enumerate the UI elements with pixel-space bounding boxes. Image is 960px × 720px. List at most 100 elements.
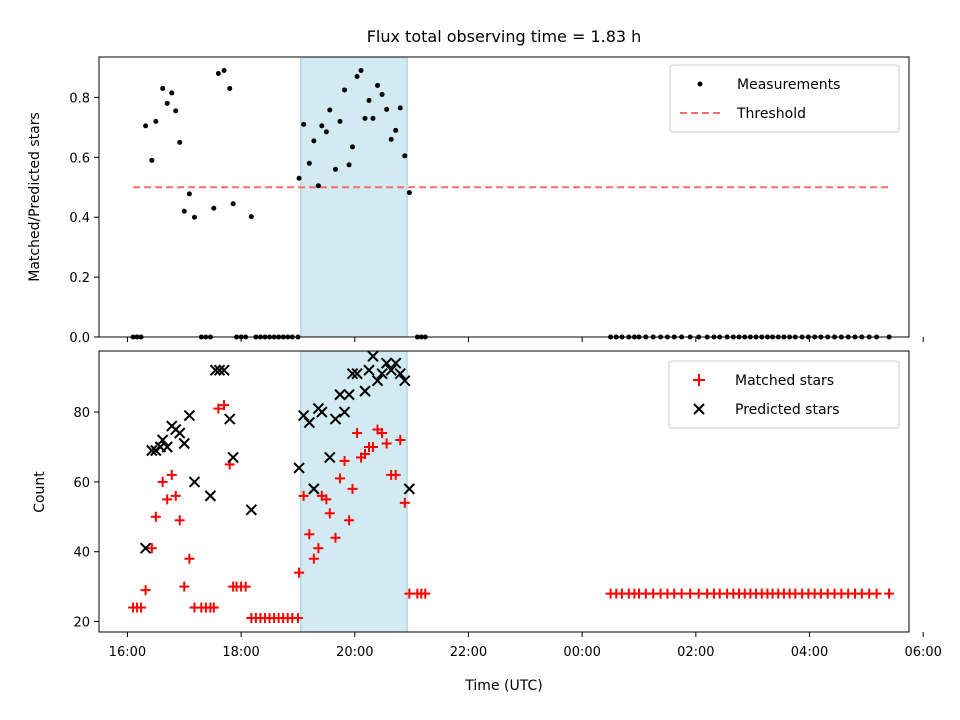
legend-measurements-label: Measurements: [737, 77, 840, 93]
measurement-point: [332, 166, 338, 172]
bottom-x-axis-label: Time (UTC): [464, 678, 542, 694]
bottom-marks: [128, 350, 895, 624]
measurement-point: [388, 136, 394, 142]
matched-star-point: [381, 438, 392, 449]
measurement-point: [248, 214, 254, 220]
matched-star-point: [693, 588, 704, 599]
predicted-star-point: [394, 367, 406, 380]
measurement-point: [177, 139, 183, 145]
bottom-y-tick-label: 80: [73, 406, 90, 421]
measurement-point: [221, 67, 227, 73]
top-y-tick-label: 0.2: [69, 271, 90, 286]
predicted-star-point: [178, 437, 190, 450]
predicted-star-point: [346, 367, 359, 380]
measurement-point: [406, 190, 412, 196]
matched-star-point: [685, 588, 696, 599]
predicted-star-point: [403, 483, 416, 495]
legend-matched-marker: [693, 374, 705, 386]
measurement-point: [211, 205, 217, 211]
measurement-point: [296, 175, 302, 181]
top-x-ticks: [126, 337, 924, 342]
matched-star-point: [170, 490, 181, 501]
bottom-x-tick-label: 00:00: [563, 645, 600, 660]
measurement-point: [354, 73, 360, 79]
predicted-star-point: [385, 364, 397, 376]
bottom-x-tick-label: 04:00: [791, 645, 828, 660]
measurement-point: [402, 153, 408, 159]
bottom-highlight-span: [300, 350, 408, 633]
chart-title: Flux total observing time = 1.83 h: [367, 27, 642, 46]
predicted-star-point: [351, 367, 363, 380]
matched-star-point: [313, 543, 324, 554]
bottom-legend-box: [668, 360, 900, 429]
predicted-star-point: [188, 476, 201, 488]
predicted-star-point: [139, 542, 152, 554]
matched-star-point: [399, 497, 410, 508]
matched-star-point: [208, 602, 219, 613]
bottom-legend: Matched stars Predicted stars: [668, 360, 900, 429]
predicted-star-point: [329, 413, 342, 425]
predicted-star-point: [227, 451, 239, 464]
predicted-star-point: [303, 416, 316, 429]
measurement-point: [227, 85, 233, 91]
bottom-y-axis-label: Count: [32, 471, 48, 513]
measurement-point: [362, 115, 368, 121]
matched-star-point: [184, 553, 195, 564]
measurement-point: [323, 129, 329, 135]
predicted-star-point: [334, 388, 346, 401]
matched-star-point: [174, 515, 185, 526]
measurement-point: [346, 162, 352, 168]
measurement-point: [315, 183, 321, 189]
predicted-star-point: [359, 385, 371, 397]
matched-star-point: [676, 588, 687, 599]
measurement-point: [358, 67, 364, 73]
predicted-star-point: [367, 350, 379, 362]
predicted-star-point: [224, 413, 236, 425]
matched-star-point: [420, 588, 431, 599]
legend-predicted-label: Predicted stars: [735, 402, 840, 418]
measurement-point: [160, 85, 166, 91]
measurement-point: [186, 191, 192, 197]
top-y-tick-label: 0.8: [69, 91, 90, 106]
top-y-axis-label: Matched/Predicted stars: [27, 112, 43, 282]
measurement-point: [366, 97, 372, 103]
measurement-point: [350, 144, 356, 150]
bottom-x-tick-label: 06:00: [904, 645, 941, 660]
bottom-x-tick-label: 18:00: [222, 645, 259, 660]
matched-star-point: [240, 581, 251, 592]
matched-star-point: [360, 448, 371, 459]
bottom-x-tick-label: 22:00: [450, 645, 487, 660]
bottom-x-ticks: 16:00 18:00 20:00 22:00 00:00 02:00 04:00 06:00: [109, 632, 942, 660]
matched-star-point: [324, 508, 335, 519]
measurement-point: [337, 118, 343, 124]
top-legend: Measurements Threshold: [669, 64, 900, 133]
matched-star-point: [136, 602, 147, 613]
predicted-star-point: [218, 364, 230, 376]
predicted-star-point: [324, 451, 336, 464]
measurement-point: [191, 214, 197, 220]
matched-star-point: [330, 532, 341, 543]
matched-star-point: [298, 490, 309, 501]
matched-star-point: [219, 400, 230, 411]
predicted-star-point: [371, 374, 384, 387]
predicted-star-point: [338, 406, 351, 418]
bottom-x-tick-label: 20:00: [336, 645, 373, 660]
legend-matched-label: Matched stars: [735, 373, 834, 389]
matched-star-point: [140, 585, 151, 596]
top-y-tick-label: 0.0: [69, 331, 90, 346]
matched-star-point: [166, 469, 177, 480]
bottom-y-tick-label: 40: [73, 546, 90, 561]
predicted-star-point: [293, 462, 305, 474]
measurement-point: [153, 118, 159, 124]
top-plot-frame: [98, 56, 910, 338]
legend-measurements-marker: [697, 81, 703, 87]
measurement-point: [379, 91, 385, 97]
predicted-star-point: [156, 434, 169, 446]
predicted-star-point: [363, 364, 375, 376]
matched-star-point: [146, 543, 157, 554]
measurement-point: [397, 105, 403, 111]
legend-threshold-label: Threshold: [736, 106, 806, 122]
measurement-point: [301, 121, 307, 127]
measurement-point: [164, 100, 170, 106]
matched-star-point: [179, 581, 190, 592]
